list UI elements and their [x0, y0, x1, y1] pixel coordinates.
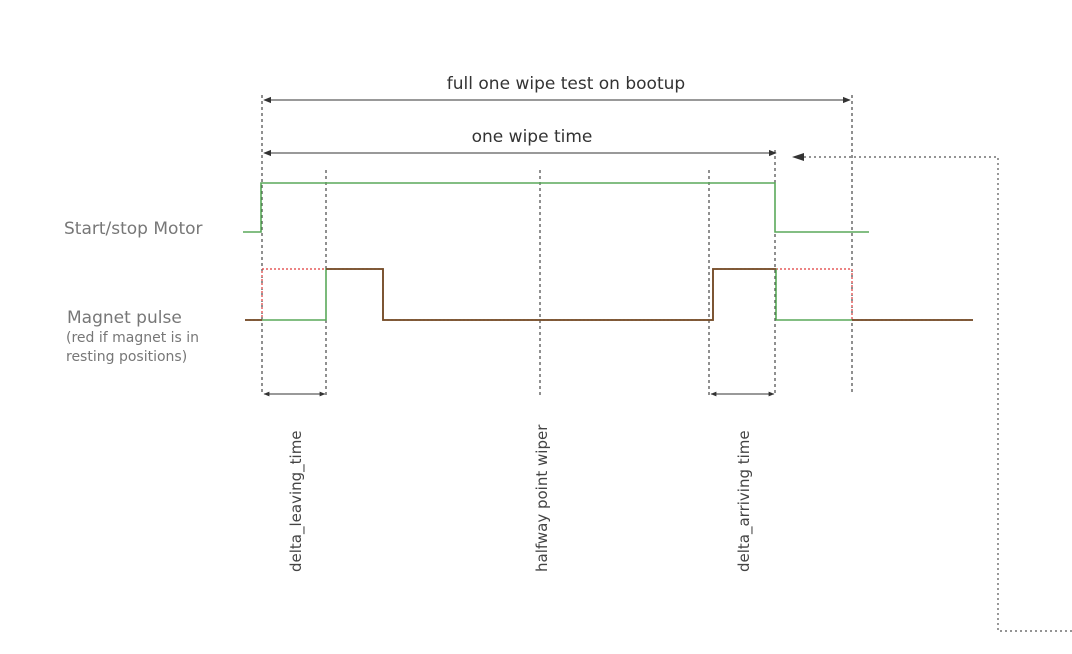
magnet-note-line-2: resting positions) — [66, 349, 187, 365]
one-wipe-label: one wipe time — [472, 127, 593, 147]
magnet-pulse-waveform — [245, 268, 973, 321]
loop-back-arrowhead — [792, 153, 804, 161]
magnet-note-line-1: (red if magnet is in — [66, 330, 199, 346]
loop-back-path — [800, 156, 1072, 632]
motor-waveform — [243, 182, 869, 233]
full-test-label: full one wipe test on bootup — [447, 74, 685, 94]
motor-signal-label: Start/stop Motor — [64, 219, 203, 239]
guide-lines — [261, 95, 853, 395]
overlap-segment-1 — [326, 268, 776, 321]
delta-arriving-label: delta_arriving time — [735, 430, 754, 572]
magnet-resting-waveform — [245, 268, 973, 321]
delta-leaving-label: delta_leaving_time — [287, 430, 306, 572]
magnet-signal-label: Magnet pulse — [67, 308, 182, 328]
magnet-overlap-segments — [245, 268, 973, 321]
halfway-label: halfway point wiper — [533, 424, 551, 572]
